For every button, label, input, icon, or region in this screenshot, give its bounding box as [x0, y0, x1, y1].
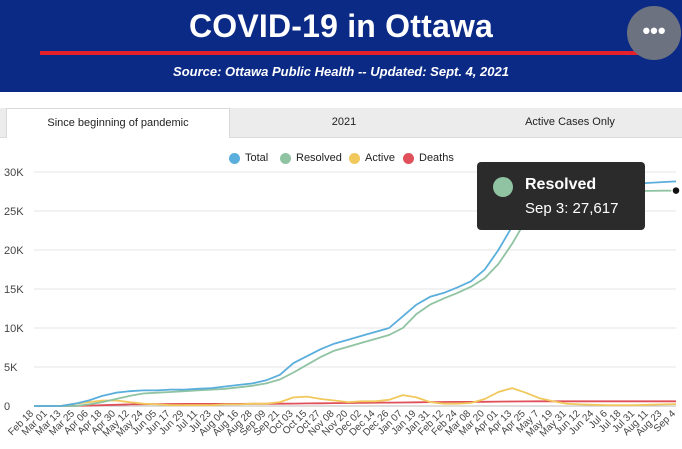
header-accent-rule: [40, 51, 652, 55]
dashboard-header: COVID-19 in Ottawa Source: Ottawa Public…: [0, 0, 682, 92]
legend-swatch-deaths: [403, 153, 414, 164]
source-caption: Source: Ottawa Public Health -- Updated:…: [173, 64, 509, 79]
y-tick-label: 10K: [4, 323, 24, 335]
legend-label-resolved: Resolved: [296, 152, 342, 164]
tab-active-cases-only[interactable]: Active Cases Only: [525, 116, 615, 128]
tab-since-beginning[interactable]: Since beginning of pandemic: [6, 108, 230, 138]
y-tick-label: 0: [4, 401, 10, 413]
y-tick-label: 20K: [4, 245, 24, 257]
more-options-button[interactable]: •••: [627, 6, 681, 60]
chart-tooltip: Resolved Sep 3: 27,617: [477, 162, 645, 230]
page-title: COVID-19 in Ottawa: [188, 8, 494, 44]
hover-point-marker[interactable]: [671, 185, 681, 196]
tooltip-value: Sep 3: 27,617: [525, 200, 619, 217]
legend-swatch-resolved: [280, 153, 291, 164]
legend-label-active: Active: [365, 152, 395, 164]
y-tick-label: 30K: [4, 167, 24, 179]
tooltip-swatch: [493, 177, 513, 197]
tab-2021[interactable]: 2021: [331, 116, 357, 128]
legend-swatch-active: [349, 153, 360, 164]
view-tabs: Since beginning of pandemic 2021 Active …: [0, 108, 682, 138]
legend-label-total: Total: [245, 152, 269, 164]
legend-label-deaths: Deaths: [419, 152, 454, 164]
legend-swatch-total: [229, 153, 240, 164]
chart-legend: Total Resolved Active Deaths: [0, 151, 682, 167]
y-tick-label: 25K: [4, 206, 24, 218]
tooltip-series-name: Resolved: [525, 176, 597, 193]
y-tick-label: 15K: [4, 284, 24, 296]
y-tick-label: 5K: [4, 362, 18, 374]
series-line-active: [34, 387, 677, 407]
